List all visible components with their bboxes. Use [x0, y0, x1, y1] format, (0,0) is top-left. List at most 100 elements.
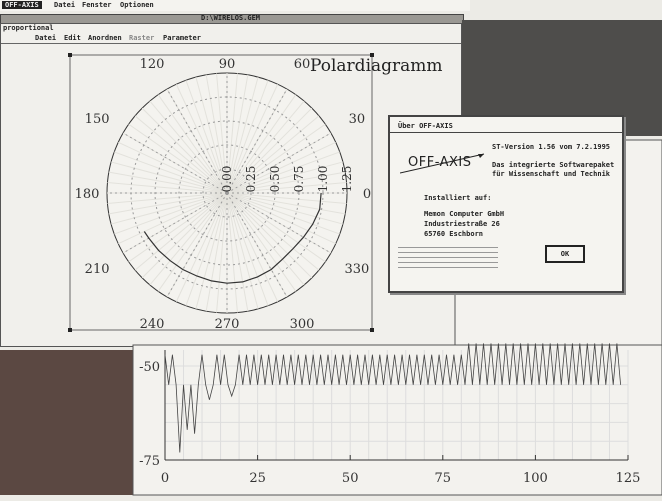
radial-label: 1.25	[340, 166, 354, 193]
mode-label[interactable]: proportional	[3, 24, 54, 32]
angle-label: 270	[215, 317, 240, 332]
doc-menu-raster[interactable]: Raster	[129, 34, 155, 42]
copyright-fineprint	[398, 245, 498, 271]
fine-spoke	[226, 192, 238, 313]
fine-spoke	[175, 84, 228, 194]
fine-spoke	[205, 192, 228, 312]
fine-spoke	[226, 192, 297, 292]
menu-fenster[interactable]: Fenster	[82, 1, 112, 9]
radial-grid-circle	[202, 168, 252, 218]
resize-handle	[370, 53, 374, 57]
fine-spoke	[226, 161, 344, 194]
fine-spoke	[128, 123, 228, 194]
doc-menu-parameter[interactable]: Parameter	[163, 34, 201, 42]
tagline-1: Das integrierte Softwarepaket	[492, 161, 615, 169]
angle-spoke	[122, 132, 228, 194]
angle-spoke	[226, 132, 332, 194]
fine-spoke	[141, 107, 228, 194]
dialog-title: Über OFF-AXIS	[398, 122, 453, 130]
fine-spoke	[149, 100, 228, 194]
fine-spoke	[134, 115, 228, 194]
fine-spoke	[226, 141, 336, 194]
fine-spoke	[226, 192, 344, 225]
version-text: ST-Version 1.56 vom 7.2.1995	[492, 143, 611, 151]
resize-handle	[370, 328, 374, 332]
doc-menu-edit[interactable]: Edit	[64, 34, 81, 42]
fine-spoke	[226, 192, 336, 245]
resize-handle	[68, 328, 72, 332]
fine-spoke	[141, 192, 228, 279]
window-title: D:\WIRELOS.GEM	[201, 14, 261, 22]
angle-label: 330	[344, 262, 369, 277]
fine-spoke	[226, 151, 340, 194]
fine-spoke	[226, 80, 269, 194]
tagline-2: für Wissenschaft und Technik	[492, 170, 611, 178]
chart-window	[132, 344, 662, 496]
fine-spoke	[149, 192, 228, 286]
fine-spoke	[226, 115, 320, 194]
radial-label: 0.75	[292, 166, 306, 193]
fine-spoke	[205, 74, 228, 194]
logo-text: OFF-AXIS	[408, 155, 472, 170]
fine-spoke	[185, 80, 228, 194]
fine-spoke	[226, 192, 259, 310]
polar-curve	[143, 192, 322, 284]
fine-spoke	[226, 192, 347, 204]
installed-label: Installiert auf:	[424, 194, 492, 202]
fine-spoke	[195, 76, 228, 194]
angle-spoke	[226, 192, 332, 254]
fine-spoke	[185, 192, 228, 306]
fine-spoke	[157, 192, 228, 292]
angle-label: 30	[349, 112, 366, 127]
menu-app[interactable]: OFF-AXIS	[2, 1, 42, 9]
fine-spoke	[226, 84, 279, 194]
angle-label: 240	[140, 317, 165, 332]
fine-spoke	[110, 192, 228, 225]
logo-arrow-icon	[400, 153, 485, 174]
company: Memon Computer GmbH	[424, 210, 505, 218]
angle-spoke	[166, 88, 228, 194]
fine-spoke	[226, 192, 313, 279]
fine-spoke	[226, 171, 346, 194]
x-tick-label: 50	[342, 471, 359, 486]
angle-label: 210	[85, 262, 110, 277]
angle-label: 90	[219, 57, 236, 72]
radial-label: 0.00	[220, 166, 234, 193]
doc-menu-anordnen[interactable]: Anordnen	[88, 34, 122, 42]
fine-spoke	[226, 192, 249, 312]
y-tick-label: -50	[139, 360, 160, 375]
angle-label: 150	[85, 112, 110, 127]
fine-spoke	[226, 94, 297, 194]
fine-spoke	[226, 192, 279, 302]
fine-spoke	[226, 76, 259, 194]
radial-label: 0.50	[268, 166, 282, 193]
ok-button[interactable]: OK	[545, 245, 585, 263]
polar-chart: 0 30 60 90 120 150 180 210 240 270 300 330 0.00 0.25 0…	[68, 53, 374, 332]
radial-label: 1.00	[316, 166, 330, 193]
fine-spoke	[114, 151, 228, 194]
menu-optionen[interactable]: Optionen	[120, 1, 154, 9]
fine-spoke	[226, 182, 347, 194]
fine-spoke	[118, 141, 228, 194]
street: Industriestraße 26	[424, 220, 500, 228]
angle-label: 180	[75, 187, 100, 202]
angle-spoke	[226, 88, 288, 194]
document-menu: Datei Edit Anordnen Raster Parameter	[1, 34, 461, 44]
offaxis-logo: OFF-AXIS	[400, 151, 488, 175]
fine-spoke	[157, 94, 228, 194]
fine-spoke	[226, 192, 320, 271]
city: 65760 Eschborn	[424, 230, 484, 238]
menu-datei[interactable]: Datei	[54, 1, 76, 9]
x-tick-label: 125	[616, 471, 641, 486]
fine-spoke	[226, 192, 305, 286]
doc-menu-datei[interactable]: Datei	[35, 34, 57, 42]
polar-title: Polardiagramm	[310, 56, 443, 76]
angle-label: 0	[363, 187, 371, 202]
fine-spoke	[114, 192, 228, 235]
angle-label: 120	[140, 57, 165, 72]
about-dialog: Über OFF-AXIS OFF-AXIS ST-Version 1.56 v…	[388, 115, 624, 293]
angle-label: 60	[294, 57, 311, 72]
angle-label: 300	[290, 317, 315, 332]
fine-spoke	[216, 192, 228, 313]
signal-line	[164, 343, 621, 453]
